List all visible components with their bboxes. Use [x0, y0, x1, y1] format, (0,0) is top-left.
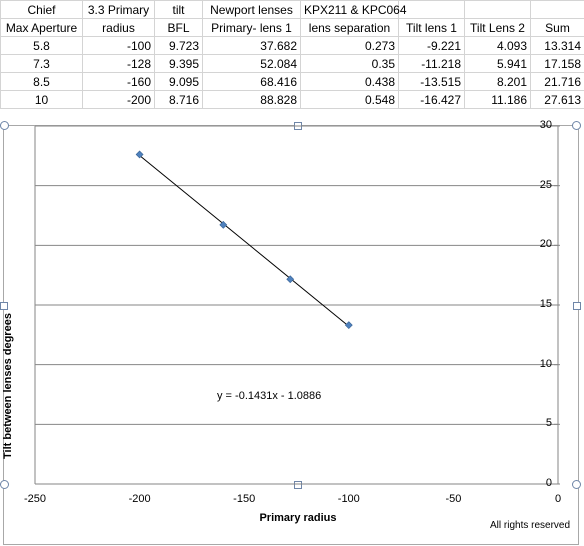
table-row: 10 -200 8.716 88.828 0.548 -16.427 11.186 27.61… — [0, 90, 584, 109]
resize-handle[interactable] — [0, 302, 8, 310]
cell[interactable]: 68.416 — [202, 72, 301, 91]
data-point — [135, 150, 144, 159]
cell[interactable]: 5.941 — [464, 54, 531, 73]
table-row: 7.3 -128 9.395 52.084 0.35 -11.218 5.941 17.158 — [0, 54, 584, 73]
cell[interactable]: -100 — [82, 36, 155, 55]
x-tick-label: -200 — [128, 493, 151, 505]
x-tick-label: -250 — [23, 493, 47, 505]
data-point — [286, 275, 295, 284]
x-tick-label: 0 — [554, 493, 562, 505]
header-row: Chief 3.3 Primary tilt Newport lenses KPX211… — [0, 0, 584, 19]
y-tick-label: 20 — [539, 238, 552, 251]
x-tick-label: -100 — [337, 493, 360, 505]
cell[interactable]: Sum — [530, 18, 584, 37]
resize-handle[interactable] — [573, 302, 581, 310]
data-point — [219, 220, 228, 229]
cell[interactable]: 0.548 — [300, 90, 399, 109]
cell[interactable]: -160 — [82, 72, 155, 91]
trendline-equation: y = -0.1431x - 1.0886 — [217, 390, 322, 402]
cell[interactable]: Max Aperture — [0, 18, 83, 37]
cell[interactable]: Tilt lens 1 — [398, 18, 465, 37]
copyright-notice: All rights reserved — [490, 520, 571, 531]
cell[interactable]: -11.218 — [398, 54, 465, 73]
cell[interactable]: lens separation — [300, 18, 399, 37]
y-tick-label: 15 — [539, 298, 552, 310]
cell[interactable]: 88.828 — [202, 90, 301, 109]
y-axis-title: Tilt between lenses degrees — [2, 313, 14, 459]
y-tick-label: 25 — [539, 178, 552, 191]
cell[interactable]: KPX211 & KPC064 — [300, 0, 407, 19]
spreadsheet-grid[interactable]: Chief 3.3 Primary tilt Newport lenses KPX211… — [0, 0, 584, 109]
y-tick-label: 10 — [539, 357, 552, 370]
resize-handle[interactable] — [0, 121, 9, 130]
x-axis-title: Primary radius — [259, 512, 337, 524]
y-tick-label: 30 — [539, 119, 552, 131]
trendline — [139, 155, 350, 327]
x-tick-label: -150 — [233, 493, 256, 505]
cell[interactable]: 11.186 — [464, 90, 531, 109]
cell[interactable]: 9.723 — [154, 36, 203, 55]
y-tick-label: 0 — [545, 477, 552, 489]
cell[interactable]: -16.427 — [398, 90, 465, 109]
y-tick-label: 5 — [545, 417, 552, 430]
resize-handle[interactable] — [294, 481, 302, 489]
resize-handle[interactable] — [572, 480, 581, 489]
cell[interactable]: BFL — [154, 18, 203, 37]
cell[interactable]: -200 — [82, 90, 155, 109]
data-point — [344, 321, 353, 330]
resize-handle[interactable] — [0, 480, 9, 489]
resize-handle[interactable] — [572, 121, 581, 130]
cell[interactable]: 52.084 — [202, 54, 301, 73]
x-tick-label: -50 — [445, 493, 462, 505]
